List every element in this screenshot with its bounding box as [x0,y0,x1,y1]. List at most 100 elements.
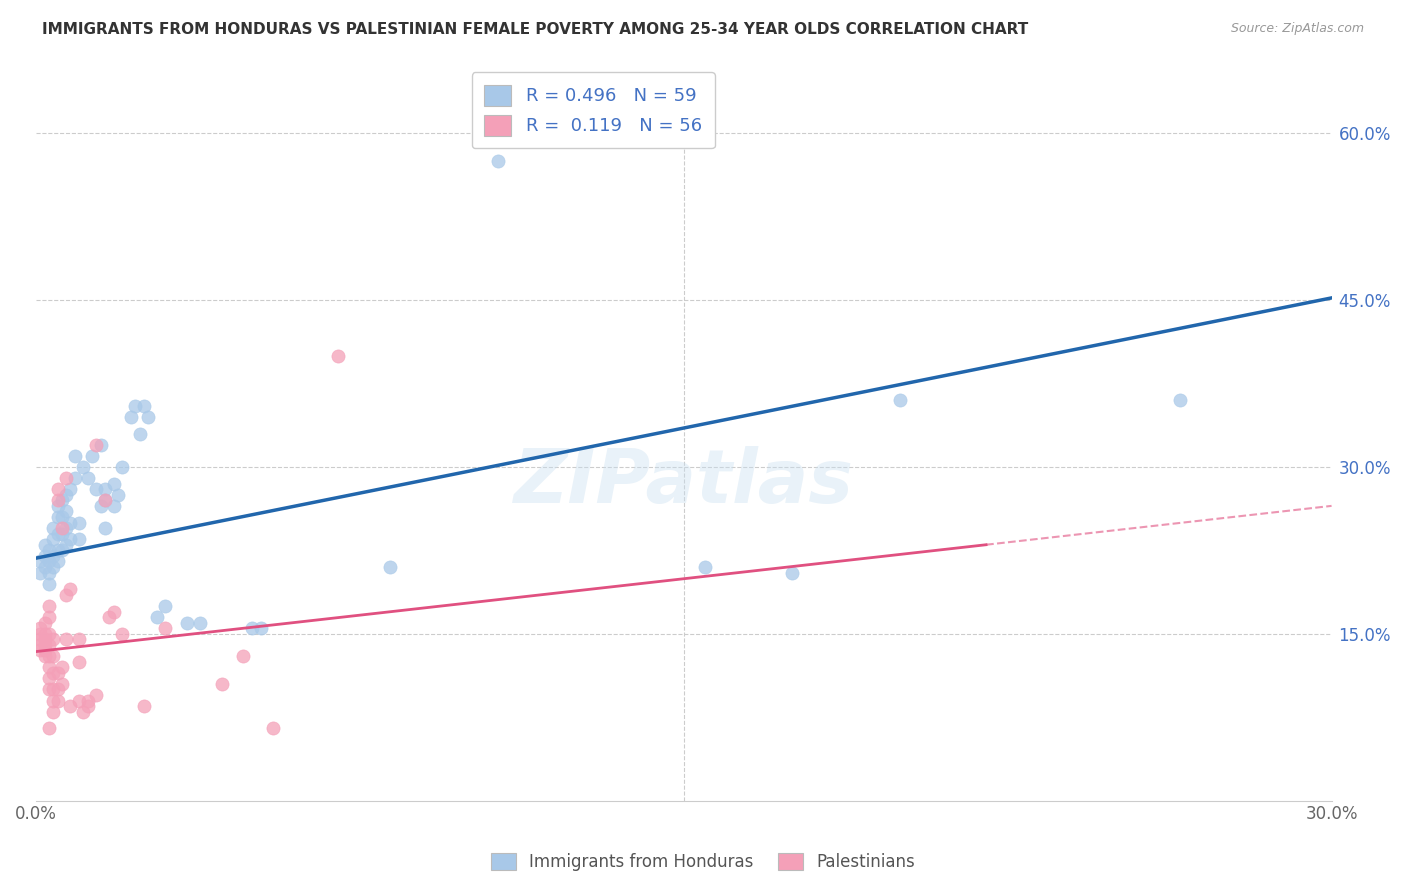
Point [67,693,90,707]
Point [67,632,90,647]
Point [98,610,121,624]
Point [59,533,82,547]
Point [111,459,134,474]
Text: ZIPatlas: ZIPatlas [513,446,853,519]
Point [51,510,73,524]
Legend: R = 0.496   N = 59, R =  0.119   N = 56: R = 0.496 N = 59, R = 0.119 N = 56 [471,72,714,148]
Point [176,615,198,630]
Point [38,543,60,558]
Point [34,638,56,652]
Point [146,610,169,624]
Point [378,560,401,574]
Point [46,526,69,541]
Point [42,632,65,647]
Point [51,493,73,508]
Point [94,521,117,535]
Point [103,499,125,513]
Point [38,648,60,663]
Point [72,705,94,719]
Point [34,648,56,663]
Point [38,627,60,641]
Point [34,627,56,641]
Point [94,493,117,508]
Point [42,560,65,574]
Point [34,615,56,630]
Point [34,538,56,552]
Point [38,599,60,613]
Point [38,638,60,652]
Point [76,471,98,485]
Point [155,599,177,613]
Point [30,566,52,580]
Point [1170,393,1192,408]
Point [63,471,86,485]
Point [46,482,69,496]
Point [188,615,211,630]
Point [67,533,90,547]
Point [38,566,60,580]
Point [51,521,73,535]
Point [46,682,69,697]
Point [30,621,52,635]
Point [51,677,73,691]
Point [46,510,69,524]
Point [128,426,150,441]
Point [42,682,65,697]
Point [120,409,142,424]
Legend: Immigrants from Honduras, Palestinians: Immigrants from Honduras, Palestinians [482,845,924,880]
Point [38,554,60,568]
Point [132,399,155,413]
Point [107,488,129,502]
Point [132,699,155,714]
Point [103,476,125,491]
Point [34,632,56,647]
Point [111,627,134,641]
Point [80,449,103,463]
Point [34,549,56,563]
Point [76,699,98,714]
Point [55,471,77,485]
Point [889,393,911,408]
Point [30,627,52,641]
Point [90,499,112,513]
Point [211,677,233,691]
Point [30,554,52,568]
Point [38,671,60,685]
Point [155,621,177,635]
Point [38,576,60,591]
Point [59,699,82,714]
Point [780,566,803,580]
Point [55,588,77,602]
Point [34,560,56,574]
Point [42,533,65,547]
Point [55,632,77,647]
Text: Source: ZipAtlas.com: Source: ZipAtlas.com [1230,22,1364,36]
Point [695,560,717,574]
Point [42,705,65,719]
Point [51,660,73,674]
Point [63,449,86,463]
Point [67,655,90,669]
Point [136,409,159,424]
Point [232,648,254,663]
Point [34,643,56,657]
Point [94,493,117,508]
Point [30,638,52,652]
Point [51,526,73,541]
Point [59,582,82,597]
Point [38,610,60,624]
Point [86,688,108,702]
Point [59,482,82,496]
Point [46,693,69,707]
Point [42,693,65,707]
Point [55,538,77,552]
Point [30,643,52,657]
Point [42,549,65,563]
Point [46,554,69,568]
Point [38,682,60,697]
Point [94,482,117,496]
Point [90,438,112,452]
Point [76,693,98,707]
Point [72,459,94,474]
Point [46,665,69,680]
